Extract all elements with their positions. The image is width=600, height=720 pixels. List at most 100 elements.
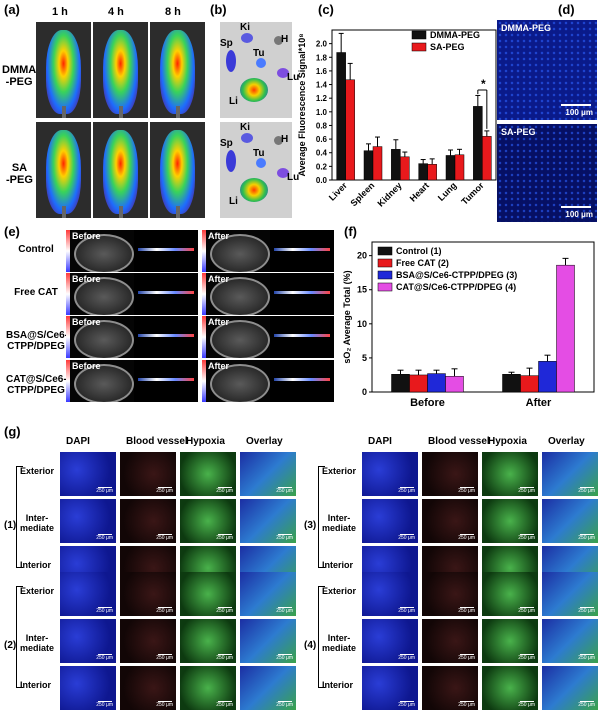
- scale-label: 250 μm: [276, 488, 293, 494]
- scale-label: 250 μm: [216, 535, 233, 541]
- mouse-body-heatmap: [160, 130, 195, 214]
- bar: [336, 52, 346, 181]
- fluorescence-tile: 250 μm: [60, 666, 116, 710]
- scale-bar: [158, 487, 172, 488]
- scale-label: 250 μm: [458, 608, 475, 614]
- fluorescence-tile: 250 μm: [482, 572, 538, 616]
- y-tick-label: 1.8: [316, 53, 328, 62]
- panel-label-g: (g): [4, 424, 21, 439]
- ultrasound-tag: Before: [72, 231, 101, 241]
- fluorescence-tile: 250 μm: [482, 619, 538, 663]
- legend-swatch: [377, 270, 393, 280]
- fluorescence-tile: 250 μm: [362, 452, 418, 496]
- ultrasound-photoacoustic: [134, 316, 198, 358]
- region-label: Interior: [322, 560, 354, 570]
- plot-frame: [371, 241, 595, 393]
- ultrasound-tag: Before: [72, 274, 101, 284]
- scale-label: 250 μm: [276, 608, 293, 614]
- ultrasound-bmode: Before: [66, 273, 134, 315]
- bar: [520, 375, 539, 393]
- fluorescence-tile: 250 μm: [542, 452, 598, 496]
- scale-bar: [158, 534, 172, 535]
- scale-label: 250 μm: [458, 702, 475, 708]
- scale-label: 250 μm: [398, 702, 415, 708]
- tumor-outline: [210, 320, 270, 358]
- scale-bar: [460, 534, 474, 535]
- y-tick-label: 5: [362, 353, 367, 363]
- legend-swatch: [411, 42, 427, 52]
- fluorescence-tile: 250 μm: [422, 452, 478, 496]
- scale-bar: [520, 701, 534, 702]
- scale-label: 250 μm: [96, 535, 113, 541]
- group-bracket: [16, 466, 23, 568]
- scale-bar: [218, 534, 232, 535]
- column-header: Blood vessel: [428, 436, 490, 447]
- group-bracket: [318, 586, 325, 688]
- photoacoustic-signal: [138, 334, 194, 337]
- mouse-body-heatmap: [46, 30, 81, 114]
- scale-bar: [98, 534, 112, 535]
- ultrasound-photoacoustic: [134, 273, 198, 315]
- fluorescence-tile: 250 μm: [180, 499, 236, 543]
- x-tick-label: After: [526, 397, 552, 409]
- region-label: Interior: [322, 680, 354, 690]
- x-tick-label: Kidney: [375, 180, 403, 208]
- group-bracket: [318, 466, 325, 568]
- bar: [409, 374, 428, 393]
- scale-bar: [580, 654, 594, 655]
- tumor-outline: [74, 320, 134, 358]
- micrograph-sa-scale: 100 μm: [565, 210, 593, 219]
- scale-label: 250 μm: [518, 535, 535, 541]
- region-label: Exterior: [322, 586, 357, 596]
- y-tick-label: 20: [357, 251, 367, 261]
- ultrasound-tag: After: [208, 231, 230, 241]
- scale-bar: [98, 487, 112, 488]
- bar: [345, 79, 355, 181]
- legend-swatch: [411, 30, 427, 40]
- ultrasound-row-label: Control: [18, 244, 54, 255]
- colorbar-strip: [66, 273, 70, 315]
- colorbar-strip: [202, 360, 206, 402]
- photoacoustic-signal: [274, 248, 330, 251]
- scale-label: 250 μm: [398, 655, 415, 661]
- scale-bar: [218, 654, 232, 655]
- scale-label: 250 μm: [458, 655, 475, 661]
- scale-bar: [278, 701, 292, 702]
- scale-label: 250 μm: [156, 535, 173, 541]
- group-bracket: [16, 586, 23, 688]
- y-tick-label: 0.0: [316, 176, 328, 185]
- colorbar-strip: [202, 273, 206, 315]
- bar: [400, 156, 410, 181]
- scale-label: 250 μm: [276, 702, 293, 708]
- fluorescence-tile: 250 μm: [482, 666, 538, 710]
- scale-label: 250 μm: [518, 488, 535, 494]
- tumor-outline: [210, 364, 270, 402]
- fluorescence-tile: 250 μm: [422, 619, 478, 663]
- organ-label: Lu: [287, 72, 300, 83]
- organ-blob: [226, 150, 236, 172]
- organ-blob: [256, 158, 266, 168]
- scale-bar: [98, 701, 112, 702]
- panel-label-d: (d): [558, 2, 575, 17]
- y-tick-label: 10: [357, 319, 367, 329]
- legend-label: DMMA-PEG: [430, 30, 480, 40]
- bar: [427, 373, 446, 393]
- ultrasound-photoacoustic: [270, 360, 334, 402]
- scale-bar: [460, 607, 474, 608]
- scale-bar: [278, 487, 292, 488]
- fluorescence-tile: 250 μm: [60, 499, 116, 543]
- organ-label: Li: [229, 196, 238, 207]
- photoacoustic-signal: [138, 378, 194, 381]
- ultrasound-row-label: CAT@S/Ce6- CTPP/DPEG: [6, 374, 67, 396]
- column-header: Overlay: [246, 436, 283, 447]
- organ-blob: [274, 36, 283, 45]
- bar: [427, 164, 437, 181]
- column-header: Blood vessel: [126, 436, 188, 447]
- micrograph-texture: [497, 124, 597, 222]
- scale-label: 250 μm: [156, 702, 173, 708]
- time-label-4h: 4 h: [108, 6, 124, 18]
- mouse-body-heatmap: [160, 30, 195, 114]
- organ-blob: [241, 133, 253, 143]
- scale-bar: [98, 607, 112, 608]
- ultrasound-tag: After: [208, 317, 230, 327]
